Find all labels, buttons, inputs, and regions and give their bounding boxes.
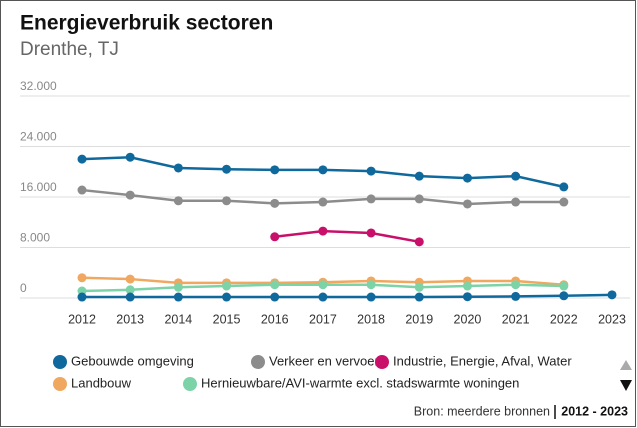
data-point [414,237,424,247]
legend-label: Landbouw [71,375,132,390]
x-tick-label: 2018 [357,312,385,326]
data-point [559,291,569,301]
data-point [77,292,87,302]
data-point [270,280,280,290]
data-point [173,163,183,173]
period: 2012 - 2023 [561,404,628,418]
data-point [414,171,424,181]
data-point [366,280,376,290]
legend-swatch [53,355,67,369]
data-point [559,182,569,192]
chart-subtitle: Drenthe, TJ [20,39,119,60]
legend: Gebouwde omgeving Verkeer en vervoer Indus… [53,353,572,391]
data-point [125,274,135,284]
data-point [222,196,232,206]
data-point [462,173,472,183]
y-tick-label: 32.000 [20,79,57,93]
data-point [318,197,328,207]
data-point [270,198,280,208]
chart-title: Energieverbruik sectoren [20,12,273,35]
data-point [366,228,376,238]
series-line [274,229,420,244]
data-point [366,166,376,176]
x-tick-label: 2017 [309,312,337,326]
data-point [270,292,280,302]
data-point [559,281,569,291]
y-tick-label: 8.000 [20,231,50,245]
data-point [607,290,617,300]
data-point [511,171,521,181]
data-point [559,197,569,207]
x-tick-label: 2015 [213,312,241,326]
series [77,290,617,302]
data-point [125,292,135,302]
legend-swatch [53,377,67,391]
data-point [222,281,232,291]
data-point [125,152,135,162]
series [270,226,424,247]
x-tick-label: 2013 [116,312,144,326]
data-point [318,226,328,236]
legend-swatch [375,355,389,369]
legend-swatch [183,377,197,391]
data-point [222,164,232,174]
data-point [462,281,472,291]
data-point [414,292,424,302]
data-point [511,291,521,301]
data-point [173,292,183,302]
data-point [270,165,280,175]
data-point [318,292,328,302]
plot: 0 8.000 16.000 24.000 32.000 2012 2013 2014 2015… [20,79,630,326]
data-point [173,282,183,292]
legend-swatch [251,355,265,369]
legend-label: Industrie, Energie, Afval, Water [393,353,572,368]
data-point [366,194,376,204]
x-tick-label: 2016 [261,312,289,326]
data-point [366,292,376,302]
data-point [77,185,87,195]
series [77,152,569,192]
y-tick-label: 16.000 [20,180,57,194]
x-tick-label: 2021 [502,312,530,326]
data-point [318,280,328,290]
x-tick-label: 2019 [405,312,433,326]
y-tick-label: 0 [20,281,27,295]
series-line [82,293,613,299]
legend-scroll-down[interactable] [620,380,632,391]
data-point [77,273,87,283]
x-tick-label: 2022 [550,312,578,326]
data-point [125,285,135,295]
data-point [318,165,328,175]
legend-label: Hernieuwbare/AVI-warmte excl. stadswarmt… [201,375,519,390]
legend-scroll-up[interactable] [620,360,632,370]
legend-label: Gebouwde omgeving [71,353,194,368]
x-tick-label: 2014 [164,312,192,326]
data-point [462,199,472,209]
series [77,185,569,209]
data-point [462,292,472,302]
data-point [414,282,424,292]
data-point [77,154,87,164]
data-point [222,292,232,302]
x-tick-label: 2012 [68,312,96,326]
data-point [511,197,521,207]
data-point [414,194,424,204]
x-tick-label: 2020 [454,312,482,326]
legend-label: Verkeer en vervoer [269,353,380,368]
x-tick-label: 2023 [598,312,626,326]
data-point [270,232,280,242]
data-point [173,196,183,206]
data-point [511,280,521,290]
data-point [125,190,135,200]
source: Bron: meerdere bronnen [414,404,550,418]
y-tick-label: 24.000 [20,130,57,144]
